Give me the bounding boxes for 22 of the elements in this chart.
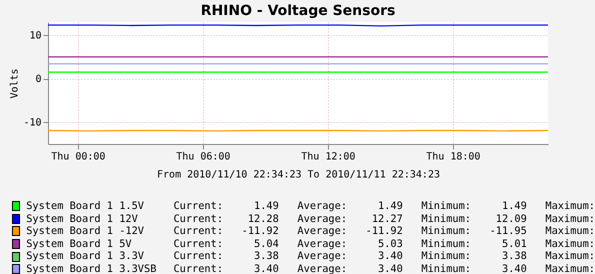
y-tick-label: 10 [29,30,42,42]
y-axis-title: Volts [9,68,20,99]
text: Current: 12.28 Average: 12.27 Minimum: 12.09 Maximum: [173,212,595,226]
text: Current: 3.38 Average: 3.40 Minimum: 3.38 Maximum: [173,250,595,263]
x-tick-label: Thu 00:00 [51,152,106,162]
y-tick-label: -10 [23,118,42,129]
legend-label: System Board 1 -12V [26,225,145,238]
x-tick-label: Thu 06:00 [176,152,230,162]
x-axis-title: From 2010/11/10 22:34:23 To 2010/11/11 22:34:23 [157,170,440,180]
x-tick-label: Thu 12:00 [301,152,356,162]
y-tick-label: 0 [35,74,42,86]
legend-label: System Board 1 3.3V [26,250,145,263]
x-tick-label: Thu 18:00 [426,152,480,162]
text: Current: 1.49 Average: 1.49 Minimum: 1.49 Maximum: [173,200,595,213]
legend-label: System Board 1 12V [26,212,139,226]
legend-label: System Board 1 1.5V [26,200,145,213]
text: Current: 3.40 Average: 3.40 Minimum: 3.40 Maximum: [173,262,595,274]
text: Current: 5.04 Average: 5.03 Minimum: 5.01 Maximum: [173,238,595,250]
legend-label: System Board 1 3.3VSB [26,262,158,274]
legend-label: System Board 1 5V [26,238,133,250]
text: Current: -11.92 Average: -11.92 Minimum: -11.95 Maximum: [173,225,595,238]
chart-title: RHINO - Voltage Sensors [200,3,396,19]
